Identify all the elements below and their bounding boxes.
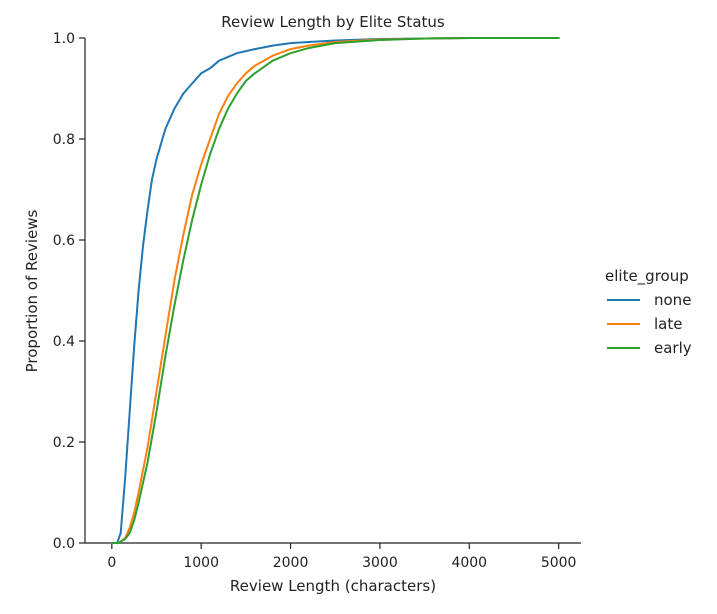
y-tick-label: 0.6 [53, 233, 75, 249]
legend-label-early: early [654, 339, 692, 357]
y-tick-label: 0.8 [53, 132, 75, 148]
y-axis: 0.0 0.2 0.4 0.6 0.8 1.0 [53, 31, 86, 552]
x-axis-label: Review Length (characters) [230, 577, 436, 595]
x-tick-label: 1000 [183, 555, 219, 571]
y-axis-label: Proportion of Reviews [23, 209, 41, 372]
legend-label-none: none [654, 291, 691, 309]
x-tick-label: 4000 [451, 555, 487, 571]
x-tick-label: 3000 [362, 555, 398, 571]
series-line-late [110, 37, 560, 544]
series-line-early [110, 37, 560, 544]
y-tick-label: 0.0 [53, 536, 75, 552]
legend-title: elite_group [605, 267, 689, 286]
legend-items: none late early [607, 291, 692, 357]
legend-label-late: late [654, 315, 682, 333]
x-tick-label: 0 [107, 555, 116, 571]
x-tick-label: 5000 [541, 555, 577, 571]
chart-title: Review Length by Elite Status [221, 13, 445, 31]
legend: elite_group none late early [605, 267, 692, 357]
y-tick-label: 0.4 [53, 334, 75, 350]
series-line-none [110, 37, 560, 544]
y-tick-label: 0.2 [53, 435, 75, 451]
y-tick-label: 1.0 [53, 31, 75, 47]
x-axis: 0 1000 2000 3000 4000 5000 [85, 542, 581, 571]
series-lines [110, 37, 560, 544]
x-tick-label: 2000 [273, 555, 309, 571]
